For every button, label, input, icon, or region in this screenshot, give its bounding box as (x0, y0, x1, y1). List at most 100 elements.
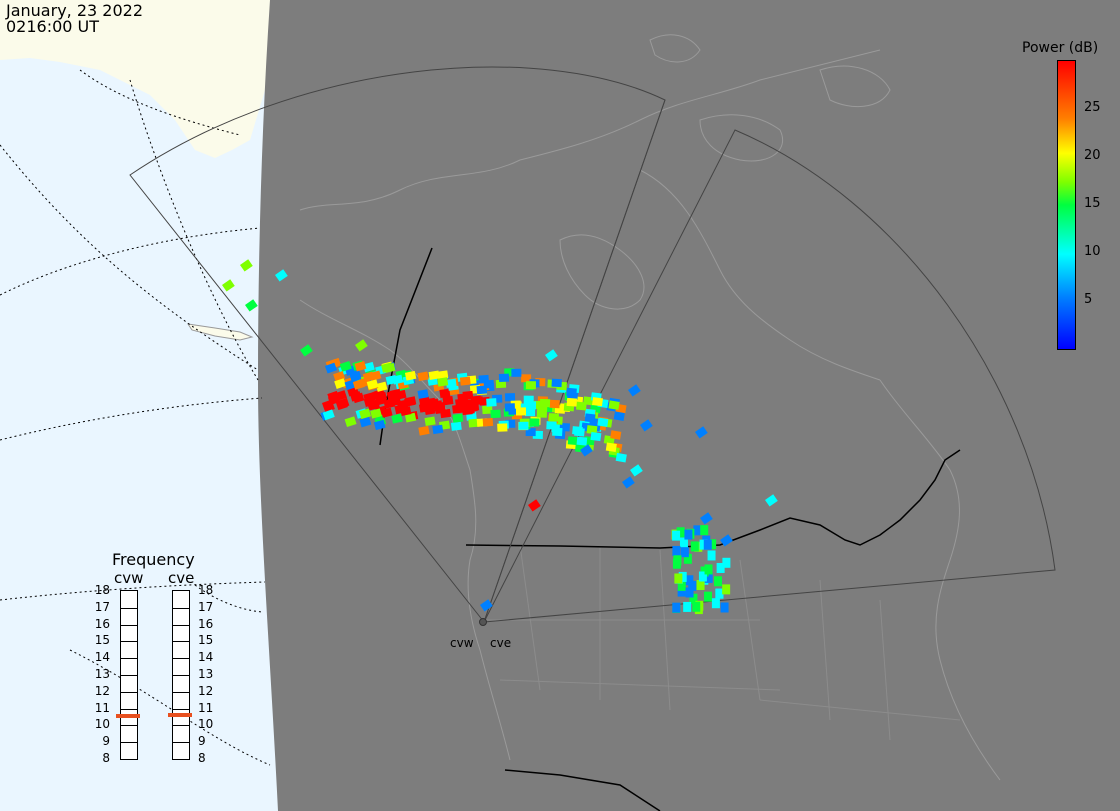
echo-cell (592, 397, 603, 407)
echo-cell (486, 398, 497, 407)
echo-cell (704, 564, 713, 575)
freq-tick-right: 12 (198, 683, 214, 698)
freq-tick-left: 10 (94, 717, 110, 732)
echo-cell (300, 344, 313, 357)
echo-cell (456, 404, 468, 414)
echo-cell (552, 427, 563, 437)
echo-cell (437, 377, 449, 387)
echo-cell (450, 421, 462, 431)
echo-cell (597, 417, 609, 427)
grid-lines (0, 69, 271, 766)
echo-cell (354, 360, 367, 372)
freq-tick-right: 18 (198, 583, 214, 597)
frequency-marker-cvw (116, 714, 140, 718)
echo-cell (359, 408, 371, 419)
echo-cell (615, 452, 627, 463)
echo-cell (672, 558, 681, 569)
freq-tick-left: 17 (94, 599, 110, 614)
echo-cell (714, 576, 723, 587)
echo-cell (672, 530, 681, 541)
echo-cell (613, 411, 625, 421)
echo-cell (683, 553, 692, 564)
echo-cell (424, 416, 436, 426)
echo-cell (404, 412, 417, 423)
echo-cell (703, 539, 712, 550)
freq-cell-divider (173, 725, 189, 727)
colorbar-tick-label: 5 (1084, 292, 1093, 307)
echo-cell (608, 400, 620, 410)
echo-cell (244, 299, 258, 312)
echo-cell (708, 539, 717, 550)
echo-cell (525, 401, 537, 410)
freq-tick-left: 9 (102, 734, 110, 749)
echo-cell (536, 409, 548, 418)
echo-cell (391, 413, 403, 424)
freq-cell-divider (121, 624, 137, 626)
radar-site-marker (479, 618, 487, 626)
echo-cell (418, 425, 430, 436)
echo-cell (548, 413, 559, 422)
echo-cell (511, 368, 522, 377)
echo-cell (678, 571, 687, 582)
echo-cell (418, 403, 431, 413)
colorbar-tick-label: 25 (1084, 100, 1101, 115)
echo-cell (221, 279, 235, 292)
echo-cell (628, 384, 641, 397)
echo-cell (685, 575, 694, 586)
freq-cell-divider (121, 742, 137, 744)
colorbar-tick-label: 10 (1084, 244, 1101, 259)
freq-tick-right: 16 (198, 616, 214, 631)
echo-cell (676, 527, 685, 538)
echo-cell (504, 393, 516, 402)
echo-cell (352, 379, 365, 390)
echo-cell (479, 599, 493, 612)
radar-label-cvw: cvw (450, 636, 474, 650)
echo-cell (462, 390, 474, 400)
echo-cell (324, 362, 338, 374)
freq-cell-divider (173, 742, 189, 744)
echo-cell (439, 388, 451, 398)
echo-cell (354, 339, 368, 352)
echo-cell (688, 580, 697, 591)
echo-cell (622, 476, 635, 489)
frequency-scale-cve (172, 590, 190, 760)
echo-cell (339, 360, 352, 372)
echo-cell (490, 409, 501, 419)
freq-cell-divider (121, 607, 137, 609)
freq-cell-divider (173, 624, 189, 626)
freq-tick-left: 14 (94, 650, 110, 665)
echo-cell (551, 378, 562, 388)
echo-cell (584, 413, 596, 423)
freq-tick-right: 8 (198, 751, 206, 765)
frequency-scale-cvw (120, 590, 138, 760)
echo-cell (715, 588, 724, 599)
echo-cell (370, 408, 382, 419)
echo-cell (764, 494, 778, 507)
echo-cell (498, 373, 510, 383)
echo-cell (518, 421, 529, 430)
echo-cell (672, 545, 681, 556)
echo-cell (693, 525, 702, 536)
echo-cell (576, 401, 587, 411)
radar-echoes (221, 259, 778, 615)
echo-cell (566, 387, 577, 397)
echo-cell (576, 436, 588, 446)
echo-cell (704, 591, 713, 602)
echo-cell (442, 396, 454, 406)
echo-cell (504, 403, 515, 412)
echo-cell (527, 499, 541, 512)
freq-tick-left: 8 (102, 751, 110, 765)
echo-cell (437, 370, 449, 380)
echo-cell (482, 417, 494, 427)
echo-cell (349, 371, 362, 383)
frequency-marker-cve (168, 713, 192, 717)
frequency-title: Frequency (112, 550, 195, 569)
freq-tick-right: 15 (198, 633, 214, 648)
state-lines (480, 544, 961, 741)
echo-cell (322, 409, 335, 421)
echo-cell (404, 396, 417, 407)
freq-tick-left: 15 (94, 633, 110, 648)
freq-tick-right: 13 (198, 667, 214, 681)
power-colorbar (1057, 60, 1076, 350)
